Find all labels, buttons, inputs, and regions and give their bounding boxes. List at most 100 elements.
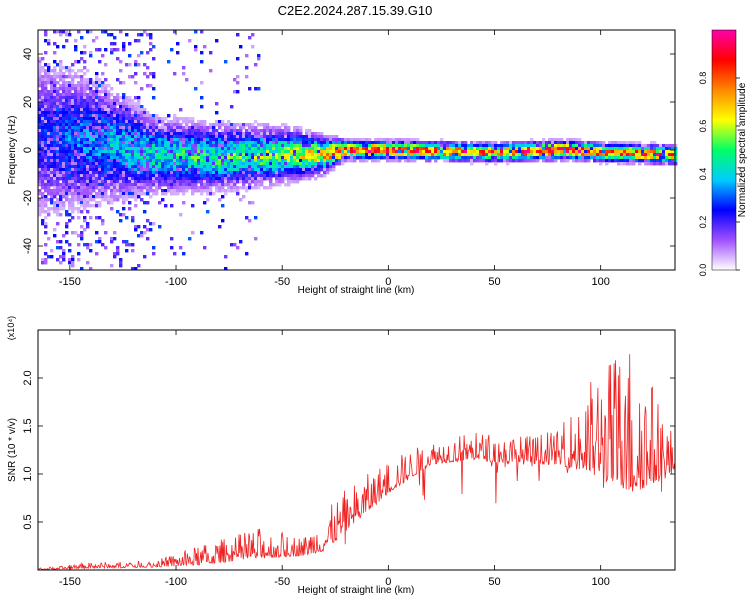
- heatmap-cell: [419, 150, 423, 154]
- heatmap-cell: [401, 144, 405, 148]
- heatmap-cell: [266, 171, 270, 175]
- heatmap-cell: [95, 36, 99, 40]
- heatmap-cell: [386, 138, 390, 142]
- heatmap-cell: [38, 96, 42, 100]
- heatmap-cell: [44, 126, 48, 130]
- heatmap-cell: [644, 150, 648, 154]
- heatmap-cell: [62, 252, 66, 256]
- heatmap-cell: [485, 141, 489, 145]
- heatmap-cell: [149, 126, 153, 130]
- heatmap-cell: [221, 120, 225, 124]
- heatmap-cell: [92, 120, 96, 124]
- heatmap-cell: [272, 159, 276, 163]
- heatmap-cell: [53, 162, 57, 166]
- heatmap-cell: [98, 60, 102, 64]
- heatmap-cell: [197, 153, 201, 157]
- heatmap-cell: [566, 138, 570, 142]
- heatmap-cell: [122, 99, 126, 103]
- heatmap-cell: [74, 48, 78, 52]
- heatmap-cell: [107, 33, 111, 37]
- heatmap-cell: [554, 159, 558, 163]
- heatmap-cell: [65, 117, 69, 121]
- heatmap-cell: [59, 204, 63, 208]
- heatmap-cell: [146, 111, 150, 115]
- heatmap-cell: [80, 75, 84, 79]
- heatmap-cell: [215, 180, 219, 184]
- heatmap-cell: [320, 135, 324, 139]
- heatmap-cell: [245, 123, 249, 127]
- heatmap-cell: [68, 189, 72, 193]
- heatmap-cell: [149, 162, 153, 166]
- heatmap-cell: [299, 153, 303, 157]
- heatmap-cell: [68, 72, 72, 76]
- heatmap-cell: [572, 156, 576, 160]
- heatmap-cell: [440, 156, 444, 160]
- heatmap-cell: [344, 147, 348, 151]
- heatmap-cell: [242, 183, 246, 187]
- heatmap-cell: [68, 87, 72, 91]
- heatmap-cell: [203, 159, 207, 163]
- heatmap-cell: [74, 141, 78, 145]
- heatmap-cell: [635, 153, 639, 157]
- heatmap-cell: [158, 168, 162, 172]
- heatmap-cell: [119, 69, 123, 73]
- heatmap-cell: [74, 102, 78, 106]
- heatmap-cell: [116, 114, 120, 118]
- heatmap-cell: [209, 132, 213, 136]
- heatmap-cell: [101, 81, 105, 85]
- heatmap-cell: [671, 162, 675, 166]
- heatmap-cell: [80, 183, 84, 187]
- heatmap-cell: [317, 150, 321, 154]
- heatmap-cell: [173, 180, 177, 184]
- heatmap-cell: [149, 183, 153, 187]
- heatmap-cell: [173, 30, 177, 34]
- heatmap-cell: [62, 75, 66, 79]
- heatmap-cell: [86, 153, 90, 157]
- heatmap-cell: [353, 138, 357, 142]
- heatmap-cell: [119, 162, 123, 166]
- heatmap-cell: [206, 189, 210, 193]
- heatmap-cell: [50, 147, 54, 151]
- heatmap-cell: [218, 126, 222, 130]
- x-tick-label: -100: [165, 576, 187, 588]
- heatmap-cell: [47, 180, 51, 184]
- heatmap-cell: [80, 171, 84, 175]
- heatmap-cell: [239, 156, 243, 160]
- heatmap-cell: [122, 141, 126, 145]
- heatmap-cell: [602, 150, 606, 154]
- heatmap-cell: [80, 144, 84, 148]
- heatmap-cell: [107, 156, 111, 160]
- heatmap-cell: [53, 69, 57, 73]
- heatmap-cell: [53, 168, 57, 172]
- heatmap-cell: [128, 186, 132, 190]
- heatmap-cell: [68, 159, 72, 163]
- heatmap-cell: [197, 138, 201, 142]
- heatmap-cell: [146, 237, 150, 241]
- heatmap-cell: [266, 147, 270, 151]
- heatmap-cell: [80, 99, 84, 103]
- heatmap-cell: [263, 171, 267, 175]
- heatmap-cell: [119, 153, 123, 157]
- heatmap-cell: [248, 138, 252, 142]
- heatmap-cell: [122, 120, 126, 124]
- heatmap-cell: [275, 159, 279, 163]
- heatmap-cell: [296, 138, 300, 142]
- heatmap-cell: [62, 45, 66, 49]
- heatmap-cell: [95, 195, 99, 199]
- heatmap-cell: [278, 126, 282, 130]
- heatmap-cell: [95, 132, 99, 136]
- heatmap-cell: [218, 147, 222, 151]
- heatmap-cell: [242, 150, 246, 154]
- heatmap-cell: [164, 141, 168, 145]
- heatmap-cell: [77, 234, 81, 238]
- heatmap-cell: [44, 84, 48, 88]
- heatmap-cell: [137, 147, 141, 151]
- heatmap-cell: [647, 153, 651, 157]
- heatmap-cell: [533, 141, 537, 145]
- heatmap-cell: [272, 168, 276, 172]
- heatmap-cell: [665, 156, 669, 160]
- heatmap-cell: [293, 168, 297, 172]
- heatmap-cell: [125, 108, 129, 112]
- heatmap-cell: [236, 57, 240, 61]
- heatmap-cell: [521, 144, 525, 148]
